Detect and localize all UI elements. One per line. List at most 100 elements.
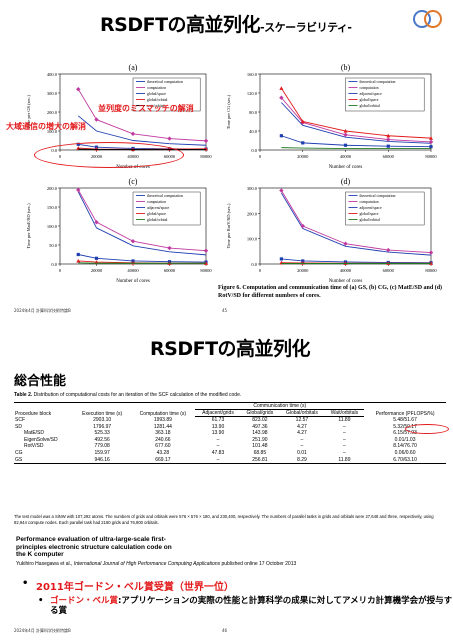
cell-go: 0.01 bbox=[297, 449, 307, 456]
footer-left: 2024年4月 計算科学技術特論B bbox=[14, 308, 71, 313]
title-suffix: -スケーラビリティ- bbox=[260, 21, 352, 34]
data-point bbox=[279, 95, 284, 100]
citation: Yukihiro Hasegawa et al., International … bbox=[16, 561, 296, 567]
bullet-award-name: ゴードン・ベル賞 bbox=[50, 596, 119, 606]
table-note: The test model was a SiNW with 107,292 a… bbox=[14, 514, 434, 525]
legend-label: adjacent/space bbox=[360, 92, 382, 96]
table-row: SD 1796.97 1281.44 13.90 497.36 4.27–5.32/50.… bbox=[14, 424, 446, 431]
cell-comp: 1281.44 bbox=[153, 423, 172, 430]
table-row: RotV/SD 779.08 677.60 – 101.48 – – 8.14/76.70 bbox=[14, 443, 446, 450]
legend-label: computation bbox=[360, 86, 379, 90]
cell-adj: 13.90 bbox=[211, 423, 225, 430]
page-number: 45 bbox=[222, 308, 228, 313]
series-line bbox=[281, 135, 432, 148]
cell-comp: 43.28 bbox=[156, 449, 170, 456]
cell-name: SCF bbox=[15, 416, 25, 423]
x-tick-label: 0 bbox=[259, 268, 262, 273]
x-axis-label: Number of cores bbox=[116, 279, 150, 284]
cell-perf: 0.06/0.60 bbox=[394, 449, 416, 456]
citation-journal: International Journal of High Performanc… bbox=[73, 561, 221, 567]
legend-label: adjacent/space bbox=[147, 206, 169, 210]
x-axis-label: Number of cores bbox=[116, 165, 150, 170]
cell-exec: 492.56 bbox=[94, 436, 110, 443]
data-point bbox=[301, 259, 305, 263]
data-point bbox=[343, 241, 348, 246]
cell-comp: 669.17 bbox=[155, 456, 171, 463]
data-point bbox=[279, 188, 284, 193]
chart-b: (b) 0.0 40.0 80.0 120.0 160.0 0 20000 40000 60000… bbox=[226, 63, 437, 170]
data-point bbox=[94, 220, 99, 225]
x-tick-label: 80000 bbox=[200, 154, 212, 159]
cell-adj: – bbox=[216, 436, 220, 443]
legend-label: global/space bbox=[360, 212, 379, 216]
data-point bbox=[130, 131, 136, 137]
cell-gg: 143.98 bbox=[252, 430, 268, 437]
x-tick-label: 80000 bbox=[425, 154, 437, 159]
table-row: SCF 2903.10 1993.89 61.73 823.02 12.57 11.89 5.… bbox=[14, 417, 446, 424]
y-tick-label: 200.0 bbox=[47, 186, 58, 191]
x-tick-label: 40000 bbox=[340, 154, 352, 159]
x-tick-label: 0 bbox=[259, 154, 262, 159]
cell-exec: 779.08 bbox=[94, 443, 110, 450]
bullet-award: 2011年ゴードン・ベル賞受賞（世界一位） bbox=[22, 578, 453, 593]
citation-authors: Yukihiro Hasegawa et al., bbox=[16, 561, 74, 567]
cell-perf: 5.48/51.67 bbox=[393, 416, 417, 423]
x-tick-label: 0 bbox=[59, 268, 62, 273]
cell-exec: 2903.10 bbox=[93, 416, 112, 423]
table-caption: Table 2. Distribution of computational c… bbox=[14, 392, 241, 398]
y-tick-label: 200.0 bbox=[247, 211, 258, 216]
cell-comp: 1993.89 bbox=[153, 416, 172, 423]
cell-adj: – bbox=[216, 443, 220, 450]
y-tick-label: 0.0 bbox=[51, 262, 57, 267]
cell-go: 12.57 bbox=[295, 417, 309, 423]
page-number: 46 bbox=[222, 628, 228, 633]
data-point bbox=[76, 87, 81, 92]
y-tick-label: 0.0 bbox=[251, 262, 257, 267]
x-tick-label: 60000 bbox=[383, 154, 395, 159]
y-tick-label: 100.0 bbox=[47, 129, 58, 134]
data-point bbox=[386, 133, 391, 138]
series-line bbox=[77, 115, 207, 146]
col-global-grids: Global/grids bbox=[240, 409, 280, 417]
cell-comp: 240.66 bbox=[155, 436, 171, 443]
table-row: MatE/SD 525.33 363.18 13.90 143.98 4.27 – 6.15/… bbox=[14, 430, 446, 437]
series-line bbox=[77, 191, 207, 256]
y-tick-label: 120.0 bbox=[247, 91, 258, 96]
col-computation: Computation time (s) bbox=[139, 410, 187, 417]
series-line bbox=[281, 102, 432, 144]
col-communication: Communication time (s) bbox=[195, 402, 365, 410]
legend-label: theoretical computation bbox=[147, 80, 183, 84]
cell-wait: – bbox=[343, 423, 346, 430]
y-axis-label: Time per MatE/SD (sec.) bbox=[26, 203, 31, 249]
table-row: GS 946.16 669.17 – 256.81 8.29 11.89 6.70/63.10 bbox=[14, 457, 446, 464]
cell-go: 4.27 bbox=[297, 423, 307, 430]
col-execution: Execution time (s) bbox=[82, 410, 123, 417]
data-point bbox=[343, 129, 348, 133]
y-tick-label: 300.0 bbox=[247, 186, 258, 191]
panel-label: (c) bbox=[129, 177, 138, 186]
y-tick-label: 40.0 bbox=[249, 129, 258, 134]
cell-exec: 946.16 bbox=[94, 456, 110, 463]
cell-perf: 8.14/76.70 bbox=[393, 443, 417, 450]
y-tick-label: 400.0 bbox=[47, 72, 58, 77]
legend-label: adjacent/space bbox=[360, 206, 382, 210]
y-tick-label: 50.0 bbox=[49, 243, 58, 248]
data-point bbox=[279, 257, 283, 261]
cell-gg: 497.36 bbox=[252, 423, 268, 430]
legend-label: global/space bbox=[360, 98, 379, 102]
data-point bbox=[343, 143, 348, 147]
bullet-list: 2011年ゴードン・ベル賞受賞（世界一位） ゴードン・ベル賞:アプリケーションの… bbox=[22, 578, 453, 616]
data-point bbox=[76, 252, 80, 257]
legend-label: computation bbox=[360, 200, 379, 204]
cell-wait: – bbox=[343, 430, 346, 437]
cell-perf: 0.01/1.03 bbox=[394, 436, 416, 443]
cell-exec: 525.33 bbox=[94, 430, 110, 437]
col-adjacent: Adjacent/grids bbox=[195, 409, 241, 417]
section-heading: 総合性能 bbox=[14, 374, 67, 389]
highlight-ellipse bbox=[405, 424, 449, 434]
y-tick-label: 160.0 bbox=[247, 72, 258, 77]
x-axis-label: Number of cores bbox=[329, 165, 363, 170]
col-wait: Wait/orbitals bbox=[324, 409, 365, 417]
data-point bbox=[300, 119, 305, 124]
cell-name: MatE/SD bbox=[24, 430, 45, 437]
